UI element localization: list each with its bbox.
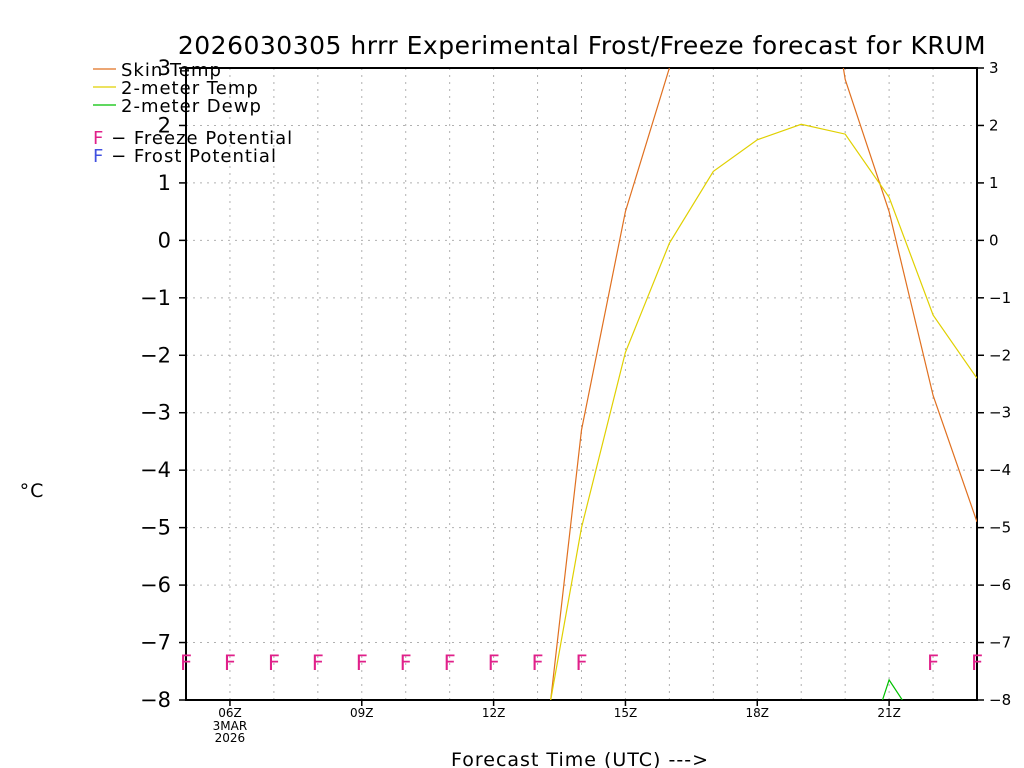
legend-frost-letter: F — [93, 146, 104, 167]
freeze-flag: F — [224, 651, 236, 675]
x-tick-label: 09Z — [350, 706, 374, 720]
freeze-flag: F — [575, 651, 587, 675]
y-tick-label-right: 2 — [989, 116, 999, 134]
legend-label: 2-meter Dewp — [121, 96, 262, 117]
y-tick-label-left: −6 — [140, 573, 171, 597]
x-tick-label: 18Z — [746, 706, 770, 720]
x-tick-label: 12Z — [482, 706, 506, 720]
y-tick-label-left: −2 — [140, 343, 171, 367]
y-tick-label-left: −5 — [140, 516, 171, 540]
y-tick-label-right: −6 — [989, 576, 1011, 594]
chart-title: 2026030305 hrrr Experimental Frost/Freez… — [178, 31, 986, 60]
legend-label: 2-meter Temp — [121, 78, 259, 99]
legend-label: Skin Temp — [121, 60, 222, 81]
x-tick-sublabel: 2026 — [215, 731, 246, 745]
y-tick-label-left: 3 — [158, 56, 171, 80]
plot-border — [185, 67, 978, 701]
y-tick-label-left: −7 — [140, 631, 171, 655]
y-tick-label-right: −1 — [989, 289, 1011, 307]
y-tick-label-left: −1 — [140, 286, 171, 310]
y-tick-label-right: −7 — [989, 634, 1011, 652]
freeze-flag: F — [444, 651, 456, 675]
freeze-flag: F — [400, 651, 412, 675]
freeze-flag: F — [268, 651, 280, 675]
y-tick-label-right: −8 — [989, 691, 1011, 709]
y-axis-left: 3 2 1 0 −1 −2 −3 −4 −5 −6 −7 −8 — [140, 56, 186, 712]
y-axis-right: 3 2 1 0 −1 −2 −3 −4 −5 −6 −7 −8 — [977, 59, 1011, 709]
freeze-flag: F — [971, 651, 983, 675]
freeze-flag: F — [488, 651, 500, 675]
y-tick-label-left: −3 — [140, 401, 171, 425]
y-tick-label-right: −3 — [989, 404, 1011, 422]
legend-freeze-potential: F − Freeze Potential — [93, 128, 293, 149]
y-tick-label-left: 2 — [158, 113, 171, 137]
freeze-flag: F — [180, 651, 192, 675]
y-axis-label: °C — [20, 480, 45, 502]
series-line-2-meter-dewp — [881, 678, 903, 700]
freeze-flag: F — [356, 651, 368, 675]
y-tick-label-left: −8 — [140, 688, 171, 712]
legend-freeze-letter: F — [93, 128, 104, 149]
x-tick-label: 21Z — [877, 706, 901, 720]
y-tick-label-right: −2 — [989, 346, 1011, 364]
freeze-flag: F — [532, 651, 544, 675]
x-tick-sublabel: 3MAR — [213, 719, 248, 733]
legend-frost-potential: F − Frost Potential — [93, 146, 277, 167]
series-lines — [550, 68, 977, 700]
y-tick-label-right: −5 — [989, 519, 1011, 537]
y-tick-label-left: 0 — [158, 228, 171, 252]
y-tick-label-right: 0 — [989, 231, 999, 249]
series-line-skin-temp — [550, 68, 977, 700]
y-tick-label-left: 1 — [158, 171, 171, 195]
y-tick-label-right: −4 — [989, 461, 1011, 479]
y-tick-label-right: 1 — [989, 174, 999, 192]
x-tick-label: 15Z — [614, 706, 638, 720]
x-tick-label: 06Z — [218, 706, 242, 720]
y-tick-label-left: −4 — [140, 458, 171, 482]
y-tick-label-right: 3 — [989, 59, 999, 77]
x-axis-label: Forecast Time (UTC) ---> — [451, 749, 709, 768]
series-line-2-meter-temp — [550, 123, 977, 700]
freeze-flag: F — [927, 651, 939, 675]
plot-frame — [185, 67, 978, 701]
freeze-flag: F — [312, 651, 324, 675]
grid-lines — [186, 68, 977, 700]
